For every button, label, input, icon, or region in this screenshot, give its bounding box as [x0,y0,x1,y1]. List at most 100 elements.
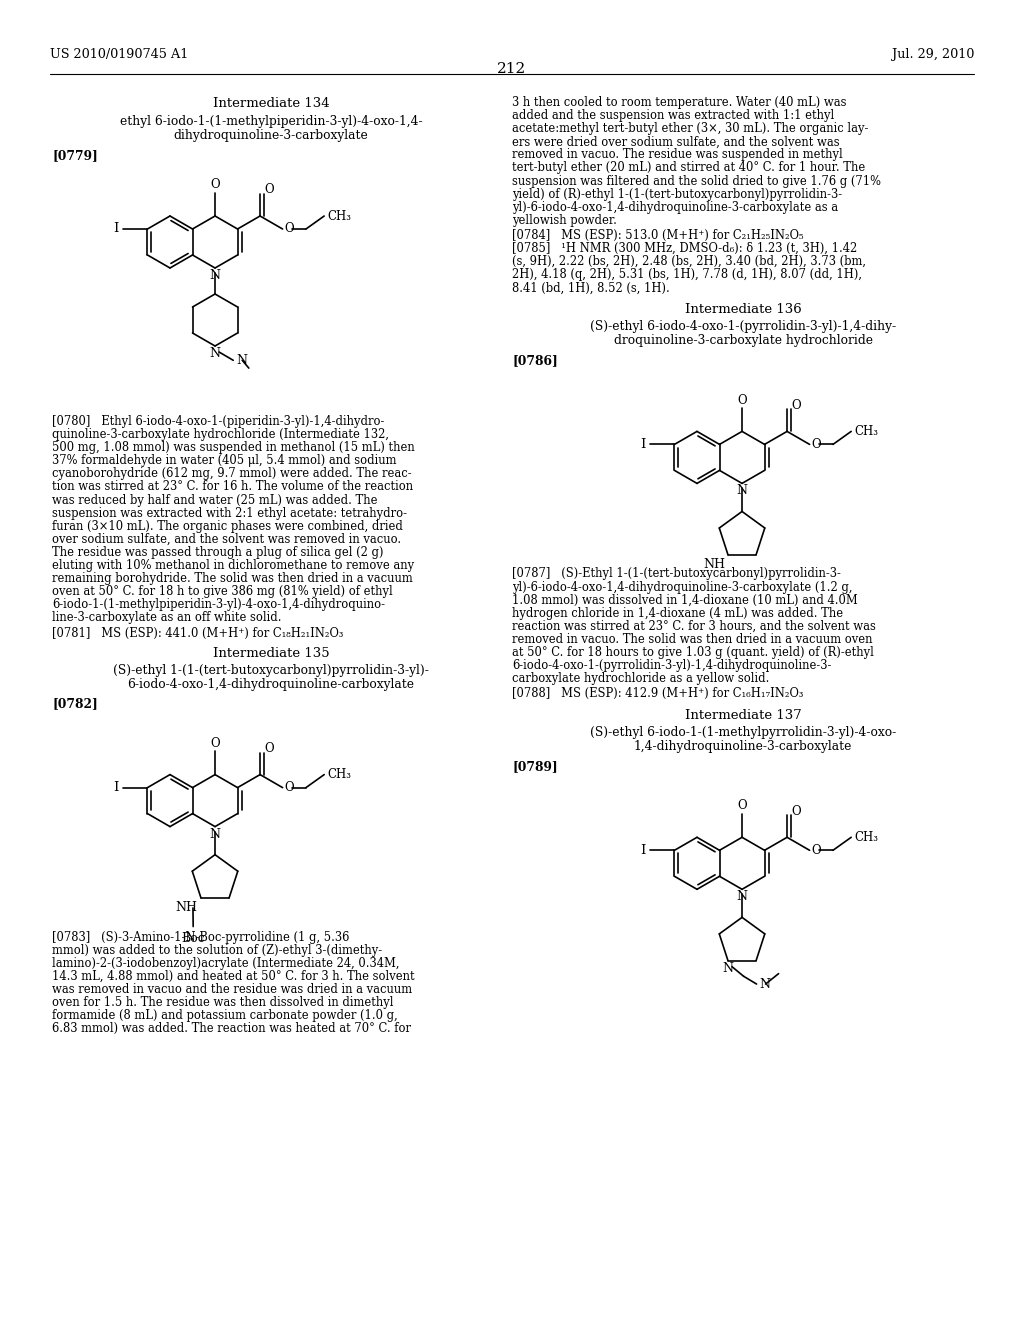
Text: Intermediate 136: Intermediate 136 [685,304,802,317]
Text: CH₃: CH₃ [328,768,351,781]
Text: yl)-6-iodo-4-oxo-1,4-dihydroquinoline-3-carboxylate (1.2 g,: yl)-6-iodo-4-oxo-1,4-dihydroquinoline-3-… [512,581,853,594]
Text: NH: NH [702,558,725,570]
Text: (S)-ethyl 6-iodo-1-(1-methylpyrrolidin-3-yl)-4-oxo-: (S)-ethyl 6-iodo-1-(1-methylpyrrolidin-3… [590,726,896,739]
Text: O: O [210,737,220,750]
Text: O: O [792,805,801,817]
Text: O: O [812,843,821,857]
Text: 1.08 mmol) was dissolved in 1,4-dioxane (10 mL) and 4.0M: 1.08 mmol) was dissolved in 1,4-dioxane … [512,594,858,607]
Text: dihydroquinoline-3-carboxylate: dihydroquinoline-3-carboxylate [174,129,369,143]
Text: [0787]   (S)-Ethyl 1-(1-(tert-butoxycarbonyl)pyrrolidin-3-: [0787] (S)-Ethyl 1-(1-(tert-butoxycarbon… [512,568,841,581]
Text: O: O [737,800,746,812]
Text: [0781]   MS (ESP): 441.0 (M+H⁺) for C₁₈H₂₁IN₂O₃: [0781] MS (ESP): 441.0 (M+H⁺) for C₁₈H₂₁… [52,627,343,640]
Text: (s, 9H), 2.22 (bs, 2H), 2.48 (bs, 2H), 3.40 (bd, 2H), 3.73 (bm,: (s, 9H), 2.22 (bs, 2H), 2.48 (bs, 2H), 3… [512,255,866,268]
Text: Intermediate 134: Intermediate 134 [213,96,330,110]
Text: CH₃: CH₃ [328,210,351,223]
Text: lamino)-2-(3-iodobenzoyl)acrylate (Intermediate 24, 0.34M,: lamino)-2-(3-iodobenzoyl)acrylate (Inter… [52,957,399,970]
Text: [0788]   MS (ESP): 412.9 (M+H⁺) for C₁₆H₁₇IN₂O₃: [0788] MS (ESP): 412.9 (M+H⁺) for C₁₆H₁₇… [512,688,804,701]
Text: cyanoborohydride (612 mg, 9.7 mmol) were added. The reac-: cyanoborohydride (612 mg, 9.7 mmol) were… [52,467,412,480]
Text: ers were dried over sodium sulfate, and the solvent was: ers were dried over sodium sulfate, and … [512,135,840,148]
Text: at 50° C. for 18 hours to give 1.03 g (quant. yield) of (R)-ethyl: at 50° C. for 18 hours to give 1.03 g (q… [512,645,873,659]
Text: O: O [285,781,294,795]
Text: O: O [264,742,273,755]
Text: 8.41 (bd, 1H), 8.52 (s, 1H).: 8.41 (bd, 1H), 8.52 (s, 1H). [512,281,670,294]
Text: [0780]   Ethyl 6-iodo-4-oxo-1-(piperidin-3-yl)-1,4-dihydro-: [0780] Ethyl 6-iodo-4-oxo-1-(piperidin-3… [52,414,384,428]
Text: added and the suspension was extracted with 1:1 ethyl: added and the suspension was extracted w… [512,110,835,121]
Text: N: N [210,269,220,282]
Text: eluting with 10% methanol in dichloromethane to remove any: eluting with 10% methanol in dichloromet… [52,560,414,572]
Text: 1,4-dihydroquinoline-3-carboxylate: 1,4-dihydroquinoline-3-carboxylate [634,741,852,754]
Text: Jul. 29, 2010: Jul. 29, 2010 [892,48,974,61]
Text: [0786]: [0786] [512,354,558,367]
Text: line-3-carboxylate as an off white solid.: line-3-carboxylate as an off white solid… [52,611,282,624]
Text: remaining borohydride. The solid was then dried in a vacuum: remaining borohydride. The solid was the… [52,572,413,585]
Text: yl)-6-iodo-4-oxo-1,4-dihydroquinoline-3-carboxylate as a: yl)-6-iodo-4-oxo-1,4-dihydroquinoline-3-… [512,201,838,214]
Text: 6-iodo-4-oxo-1,4-dihydroquinoline-carboxylate: 6-iodo-4-oxo-1,4-dihydroquinoline-carbox… [128,677,415,690]
Text: NH: NH [175,902,197,913]
Text: suspension was filtered and the solid dried to give 1.76 g (71%: suspension was filtered and the solid dr… [512,174,881,187]
Text: carboxylate hydrochloride as a yellow solid.: carboxylate hydrochloride as a yellow so… [512,672,769,685]
Text: oven at 50° C. for 18 h to give 386 mg (81% yield) of ethyl: oven at 50° C. for 18 h to give 386 mg (… [52,585,393,598]
Text: was reduced by half and water (25 mL) was added. The: was reduced by half and water (25 mL) wa… [52,494,378,507]
Text: tion was stirred at 23° C. for 16 h. The volume of the reaction: tion was stirred at 23° C. for 16 h. The… [52,480,413,494]
Text: oven for 1.5 h. The residue was then dissolved in dimethyl: oven for 1.5 h. The residue was then dis… [52,997,393,1008]
Text: over sodium sulfate, and the solvent was removed in vacuo.: over sodium sulfate, and the solvent was… [52,533,401,546]
Text: 2H), 4.18 (q, 2H), 5.31 (bs, 1H), 7.78 (d, 1H), 8.07 (dd, 1H),: 2H), 4.18 (q, 2H), 5.31 (bs, 1H), 7.78 (… [512,268,862,281]
Text: N: N [736,890,748,903]
Text: US 2010/0190745 A1: US 2010/0190745 A1 [50,48,188,61]
Text: [0789]: [0789] [512,760,558,774]
Text: N: N [210,347,220,360]
Text: N: N [760,978,771,990]
Text: O: O [812,438,821,451]
Text: O: O [210,178,220,191]
Text: CH₃: CH₃ [854,830,879,843]
Text: tert-butyl ether (20 mL) and stirred at 40° C. for 1 hour. The: tert-butyl ether (20 mL) and stirred at … [512,161,865,174]
Text: yield) of (R)-ethyl 1-(1-(tert-butoxycarbonyl)pyrrolidin-3-: yield) of (R)-ethyl 1-(1-(tert-butoxycar… [512,187,842,201]
Text: I: I [114,781,119,795]
Text: CH₃: CH₃ [854,425,879,438]
Text: formamide (8 mL) and potassium carbonate powder (1.0 g,: formamide (8 mL) and potassium carbonate… [52,1010,397,1022]
Text: furan (3×10 mL). The organic phases were combined, dried: furan (3×10 mL). The organic phases were… [52,520,402,533]
Text: N: N [723,962,733,974]
Text: 14.3 mL, 4.88 mmol) and heated at 50° C. for 3 h. The solvent: 14.3 mL, 4.88 mmol) and heated at 50° C.… [52,970,415,983]
Text: [0779]: [0779] [52,149,97,162]
Text: N: N [237,354,247,367]
Text: N: N [210,828,220,841]
Text: I: I [640,438,646,451]
Text: I: I [114,223,119,235]
Text: 3 h then cooled to room temperature. Water (40 mL) was: 3 h then cooled to room temperature. Wat… [512,96,847,110]
Text: N: N [736,484,748,498]
Text: [0782]: [0782] [52,697,97,710]
Text: O: O [264,183,273,197]
Text: (S)-ethyl 1-(1-(tert-butoxycarbonyl)pyrrolidin-3-yl)-: (S)-ethyl 1-(1-(tert-butoxycarbonyl)pyrr… [113,664,429,677]
Text: 37% formaldehyde in water (405 μl, 5.4 mmol) and sodium: 37% formaldehyde in water (405 μl, 5.4 m… [52,454,396,467]
Text: [0783]   (S)-3-Amino-1-N-Boc-pyrrolidine (1 g, 5.36: [0783] (S)-3-Amino-1-N-Boc-pyrrolidine (… [52,931,349,944]
Text: 6-iodo-1-(1-methylpiperidin-3-yl)-4-oxo-1,4-dihydroquino-: 6-iodo-1-(1-methylpiperidin-3-yl)-4-oxo-… [52,598,385,611]
Text: was removed in vacuo and the residue was dried in a vacuum: was removed in vacuo and the residue was… [52,983,412,997]
Text: yellowish powder.: yellowish powder. [512,214,616,227]
Text: 500 mg, 1.08 mmol) was suspended in methanol (15 mL) then: 500 mg, 1.08 mmol) was suspended in meth… [52,441,415,454]
Text: O: O [737,393,746,407]
Text: Boc: Boc [181,932,205,945]
Text: quinoline-3-carboxylate hydrochloride (Intermediate 132,: quinoline-3-carboxylate hydrochloride (I… [52,428,389,441]
Text: 212: 212 [498,62,526,77]
Text: Intermediate 137: Intermediate 137 [685,709,802,722]
Text: O: O [792,399,801,412]
Text: [0784]   MS (ESP): 513.0 (M+H⁺) for C₂₁H₂₅IN₂O₅: [0784] MS (ESP): 513.0 (M+H⁺) for C₂₁H₂₅… [512,228,804,242]
Text: Intermediate 135: Intermediate 135 [213,647,330,660]
Text: 6.83 mmol) was added. The reaction was heated at 70° C. for: 6.83 mmol) was added. The reaction was h… [52,1022,411,1035]
Text: 6-iodo-4-oxo-1-(pyrrolidin-3-yl)-1,4-dihydroquinoline-3-: 6-iodo-4-oxo-1-(pyrrolidin-3-yl)-1,4-dih… [512,659,831,672]
Text: The residue was passed through a plug of silica gel (2 g): The residue was passed through a plug of… [52,546,384,558]
Text: [0785]   ¹H NMR (300 MHz, DMSO-d₆): δ 1.23 (t, 3H), 1.42: [0785] ¹H NMR (300 MHz, DMSO-d₆): δ 1.23… [512,242,857,255]
Text: hydrogen chloride in 1,4-dioxane (4 mL) was added. The: hydrogen chloride in 1,4-dioxane (4 mL) … [512,607,843,619]
Text: mmol) was added to the solution of (Z)-ethyl 3-(dimethy-: mmol) was added to the solution of (Z)-e… [52,944,382,957]
Text: ethyl 6-iodo-1-(1-methylpiperidin-3-yl)-4-oxo-1,4-: ethyl 6-iodo-1-(1-methylpiperidin-3-yl)-… [120,115,422,128]
Text: removed in vacuo. The residue was suspended in methyl: removed in vacuo. The residue was suspen… [512,148,843,161]
Text: (S)-ethyl 6-iodo-4-oxo-1-(pyrrolidin-3-yl)-1,4-dihy-: (S)-ethyl 6-iodo-4-oxo-1-(pyrrolidin-3-y… [590,321,896,334]
Text: removed in vacuo. The solid was then dried in a vacuum oven: removed in vacuo. The solid was then dri… [512,632,872,645]
Text: acetate:methyl tert-butyl ether (3×, 30 mL). The organic lay-: acetate:methyl tert-butyl ether (3×, 30 … [512,123,868,135]
Text: droquinoline-3-carboxylate hydrochloride: droquinoline-3-carboxylate hydrochloride [613,334,872,347]
Text: O: O [285,223,294,235]
Text: suspension was extracted with 2:1 ethyl acetate: tetrahydro-: suspension was extracted with 2:1 ethyl … [52,507,407,520]
Text: I: I [640,843,646,857]
Text: reaction was stirred at 23° C. for 3 hours, and the solvent was: reaction was stirred at 23° C. for 3 hou… [512,620,876,632]
